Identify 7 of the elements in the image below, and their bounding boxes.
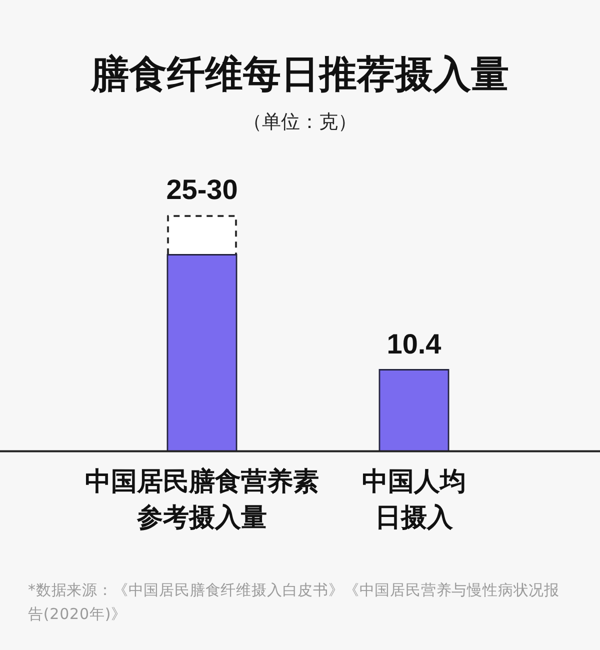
- chart-subtitle: （单位：克）: [242, 110, 358, 135]
- data-label: 10.4: [386, 328, 442, 360]
- x-tick-label: 中国居民膳食营养素参考摄入量: [85, 466, 319, 533]
- x-tick-label: 中国人均日摄入: [362, 466, 466, 533]
- text: *数据来源：《中国居民膳食纤维摄入白皮书》《中国居民营养与慢性病状况报告(2020年)》: [28, 580, 560, 625]
- chart-title: 膳食纤维每日推荐摄入量: [89, 51, 510, 98]
- data-label: 25-30: [166, 174, 238, 205]
